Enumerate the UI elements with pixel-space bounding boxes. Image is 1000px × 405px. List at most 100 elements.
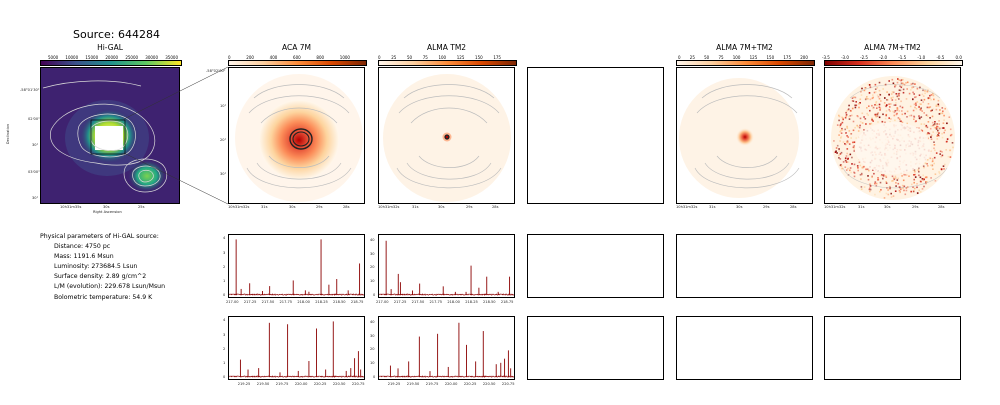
speckle (876, 107, 878, 109)
higal-ytick-1: -58°01'30" (20, 88, 40, 92)
speckle (859, 174, 862, 176)
aca7m-ytick-4: 30" (220, 172, 227, 176)
speckle (854, 104, 856, 107)
speckle (871, 176, 873, 178)
spectrum-spw2-xtick-2: 219.75 (275, 382, 289, 386)
spectrum-spw1-ytick-1: 10 (370, 279, 375, 284)
speckle (849, 153, 852, 156)
speckle (855, 104, 858, 107)
speckle (896, 109, 898, 112)
alma7mtm2-map (677, 68, 812, 203)
aca7m-panel-title: ACA 7M (282, 43, 311, 52)
speckle (897, 177, 899, 180)
speckle (866, 112, 868, 115)
speckle (846, 152, 848, 155)
speckle (886, 99, 888, 101)
speckle (896, 81, 899, 84)
speckle (931, 158, 934, 160)
spectrum-spw2-xtick-0: 219.25 (237, 382, 251, 386)
speckle (878, 116, 881, 119)
speckle (899, 85, 901, 87)
spectrum-spw2-ytick-1: 1 (223, 360, 226, 365)
speckle (888, 80, 890, 82)
speckle (856, 115, 859, 117)
speckle (947, 155, 950, 158)
speckle (893, 114, 896, 117)
speckle (860, 172, 863, 175)
speckle (941, 151, 943, 153)
speckle (898, 190, 901, 193)
speckle (869, 184, 872, 187)
speckle (904, 112, 906, 115)
speckle (913, 116, 916, 118)
speckle (854, 146, 856, 148)
speckle (918, 94, 921, 96)
speckle (845, 141, 848, 143)
speckle (852, 120, 855, 123)
speckle (923, 166, 925, 169)
speckle (905, 174, 908, 176)
speckle (906, 122, 908, 125)
speckle (892, 195, 895, 197)
speckle (919, 191, 922, 193)
aca7m-image (228, 67, 365, 204)
speckle (913, 181, 915, 184)
speckle (898, 118, 901, 120)
spectrum-spw1-xtick-6: 218.50 (333, 300, 346, 304)
higal-ytick-3: 30" (32, 143, 39, 147)
param-bolometric-temperature: Bolometric temperature: 54.9 K (54, 293, 153, 301)
spectrum-spw1-xtick-2: 217.50 (261, 300, 275, 304)
speckle (949, 149, 952, 152)
speckle (926, 176, 928, 179)
higal-xtick-1: 10h31m35s (60, 205, 82, 209)
alma7mtm2-log-xtick-1: 10h31m32s (824, 205, 846, 209)
speckle (929, 106, 932, 108)
speckle (850, 110, 852, 112)
speckle (913, 187, 916, 190)
speckle (927, 103, 930, 105)
speckle (946, 138, 949, 140)
spectrum-spw2-xtick-5: 220.50 (332, 382, 346, 386)
speckle (946, 122, 948, 125)
speckle (841, 167, 843, 170)
speckle (901, 113, 904, 116)
speckle (895, 102, 897, 104)
speckle (884, 104, 887, 107)
empty-spectrum-r2c5 (676, 316, 813, 380)
speckle (930, 110, 932, 112)
speckle (921, 130, 924, 132)
speckle (926, 126, 929, 129)
spectrum-spw2-ytick-4: 4 (223, 318, 226, 323)
speckle (847, 161, 850, 163)
spectrum-spw2-xtick-4: 220.25 (313, 382, 327, 386)
spectrum-spw2-ytick-3: 30 (370, 333, 375, 338)
speckle (925, 124, 928, 127)
speckle (860, 90, 862, 93)
speckle (939, 127, 941, 130)
speckle (874, 182, 876, 185)
speckle (845, 132, 847, 134)
speckle (901, 187, 903, 190)
speckle (933, 126, 936, 129)
speckle (867, 175, 869, 177)
spectrum-spw1-xtick-7: 218.75 (350, 300, 364, 304)
speckle (838, 119, 840, 122)
speckle (872, 94, 874, 96)
almatm2-map (379, 68, 514, 203)
speckle (876, 115, 879, 117)
speckle (881, 120, 884, 123)
speckle (892, 177, 895, 179)
speckle (859, 121, 862, 123)
speckle (885, 110, 888, 112)
speckle (889, 106, 891, 108)
speckle (914, 176, 917, 178)
speckle (874, 104, 876, 106)
speckle (913, 174, 915, 176)
speckle (923, 112, 925, 114)
spectrum-tm2-spw1-plot (379, 240, 514, 296)
speckle (891, 91, 894, 93)
speckle (929, 157, 932, 160)
speckle (848, 104, 850, 107)
speckle (921, 188, 924, 190)
spectrum-spw1-xtick-4: 218.00 (297, 300, 310, 304)
